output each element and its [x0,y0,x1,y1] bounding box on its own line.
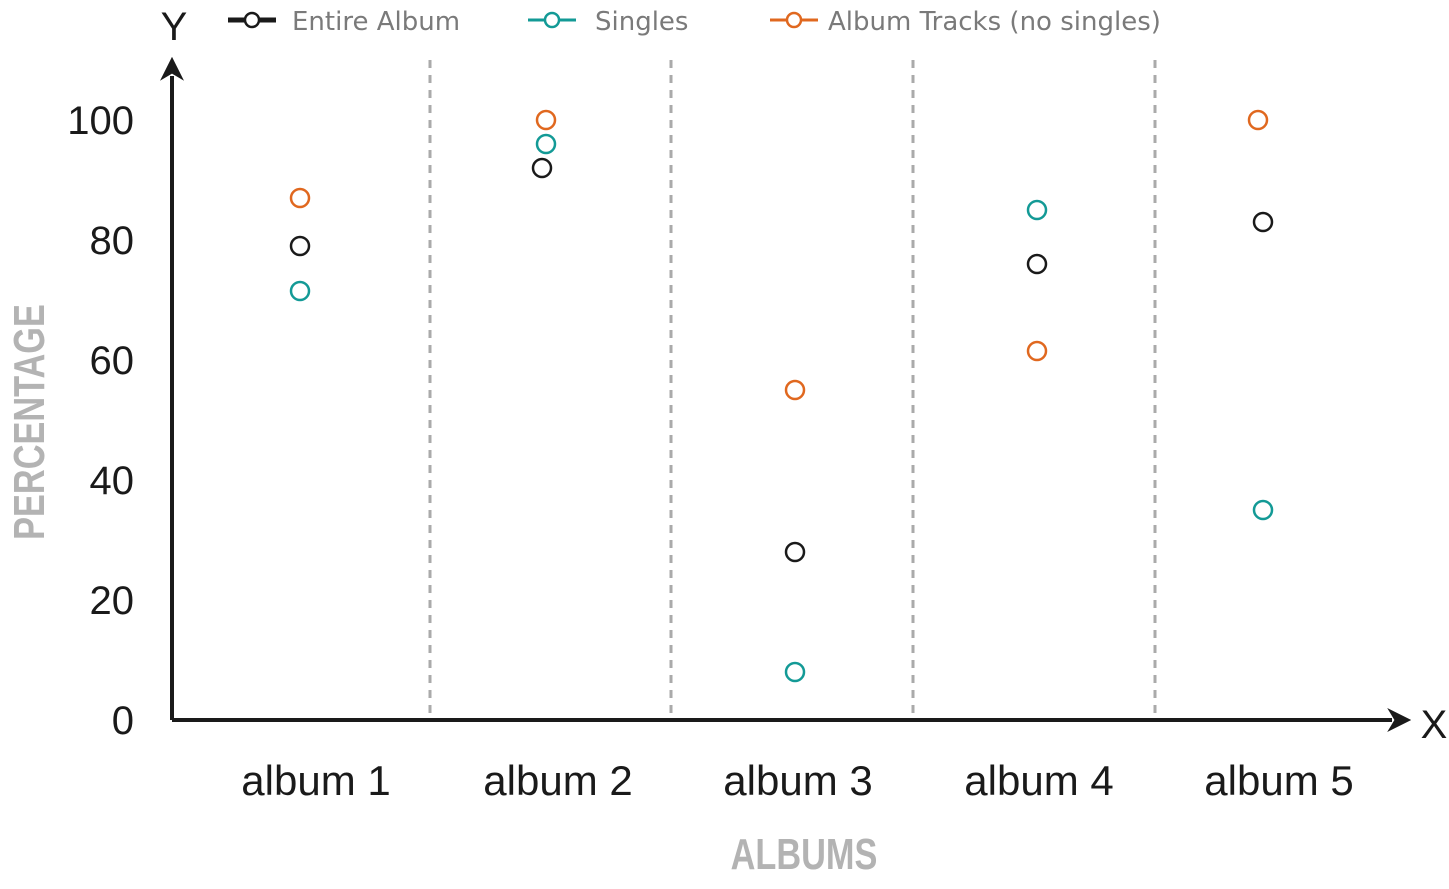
legend-swatch-marker [543,11,561,29]
data-point [531,157,553,179]
category-labels: album 1 album 2 album 3 album 4 album 5 [241,757,1353,804]
legend-swatch-marker [785,11,803,29]
category-label: album 5 [1204,757,1353,804]
data-point [1026,253,1048,275]
category-label: album 4 [964,757,1113,804]
data-point [1252,211,1274,233]
category-label: album 1 [241,757,390,804]
data-point [289,280,311,302]
data-point [1252,499,1274,521]
x-axis-title: ALBUMS [731,830,878,879]
data-point [784,541,806,563]
y-tick-label: 40 [90,459,135,503]
data-points [289,109,1274,683]
y-tick-label: 100 [67,99,134,143]
data-point [289,235,311,257]
y-axis-letter: Y [161,5,188,49]
data-point [1026,340,1048,362]
legend: Entire Album Singles Album Tracks (no sing… [228,7,1161,37]
y-tick-labels: 0 20 40 60 80 100 [67,99,134,743]
legend-label: Singles [595,7,688,37]
y-tick-label: 20 [90,579,135,623]
data-point [535,109,557,131]
legend-label: Album Tracks (no singles) [828,7,1161,37]
category-label: album 3 [723,757,872,804]
data-point [784,379,806,401]
y-tick-label: 60 [90,339,135,383]
category-label: album 2 [483,757,632,804]
x-axis-letter: X [1421,703,1448,747]
data-point [784,661,806,683]
data-point [1026,199,1048,221]
legend-swatch-marker [243,11,261,29]
data-point [289,187,311,209]
y-tick-label: 80 [90,219,135,263]
y-tick-label: 0 [112,699,134,743]
y-axis-title: PERCENTAGE [5,304,54,540]
category-separators [428,60,1157,720]
legend-label: Entire Album [292,7,460,37]
data-point [1247,109,1269,131]
data-point [535,133,557,155]
